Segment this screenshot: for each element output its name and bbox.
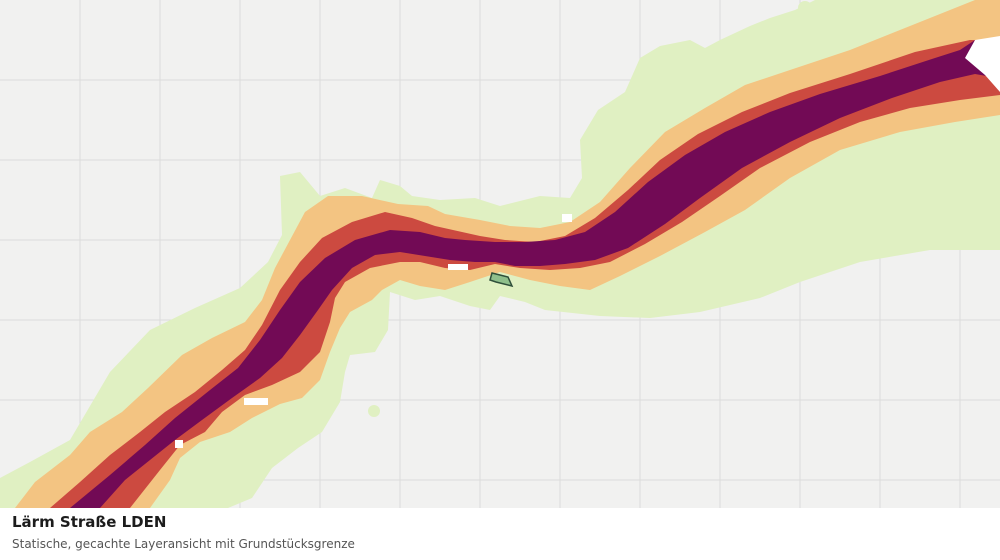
map-caption: Lärm Straße LDEN Statische, gecachte Lay… bbox=[0, 508, 1000, 560]
parcel-boundary[interactable] bbox=[489, 272, 514, 288]
raster-gaps bbox=[175, 36, 1000, 448]
noise-map[interactable] bbox=[0, 0, 1000, 508]
layer-title: Lärm Straße LDEN bbox=[12, 513, 167, 531]
layer-subtitle: Statische, gecachte Layeransicht mit Gru… bbox=[12, 537, 355, 551]
noise-very-high-zone bbox=[70, 40, 1000, 508]
noise-high-zone bbox=[50, 40, 1000, 508]
